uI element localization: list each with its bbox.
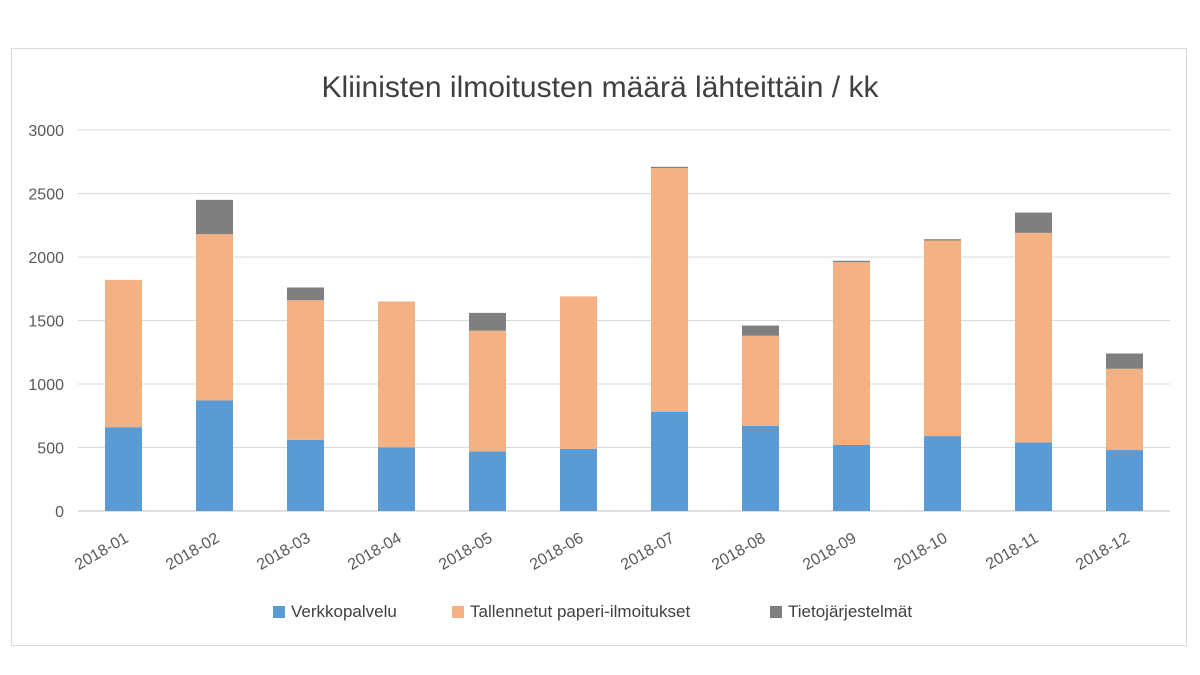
bar-2018-07-series-2 (651, 166, 688, 169)
x-axis-ticks: 2018-01 2018-02 2018-03 2018-04 2018-05 2018-… (72, 530, 1132, 574)
legend-label-1: Tallennetut paperi-ilmoitukset (470, 602, 690, 621)
bar-2018-02-series-2 (196, 199, 233, 235)
y-tick-label: 1500 (28, 314, 64, 331)
bar-2018-05-series-1 (469, 330, 506, 452)
bar-2018-09-series-2 (833, 260, 870, 263)
x-tick-label: 2018-04 (345, 530, 404, 574)
x-tick-label: 2018-08 (709, 530, 768, 574)
bar-2018-01-series-0 (105, 427, 142, 511)
y-tick-label: 2500 (28, 187, 64, 204)
chart-title: Kliinisten ilmoitusten määrä lähteittäin… (322, 71, 880, 104)
x-tick-label: 2018-07 (618, 530, 677, 574)
x-tick-label: 2018-01 (72, 530, 131, 574)
y-tick-label: 500 (37, 441, 64, 458)
bar-2018-12-series-1 (1106, 368, 1143, 451)
grid-lines (78, 129, 1170, 512)
bar-2018-08-series-1 (742, 335, 779, 426)
y-tick-label: 0 (55, 504, 64, 521)
bar-2018-11-series-0 (1015, 442, 1052, 511)
bar-2018-09-series-1 (833, 262, 870, 445)
bar-2018-12-series-2 (1106, 353, 1143, 369)
y-axis-ticks: 0 500 1000 1500 2000 2500 3000 (28, 123, 64, 521)
x-tick-label: 2018-09 (800, 530, 859, 574)
bar-2018-06-series-0 (560, 448, 597, 511)
x-tick-label: 2018-05 (436, 530, 495, 574)
bar-2018-04-series-1 (378, 301, 415, 448)
bar-2018-10-series-2 (924, 239, 961, 241)
x-tick-label: 2018-10 (891, 530, 950, 574)
bar-2018-06-series-1 (560, 296, 597, 449)
bar-2018-07-series-1 (651, 168, 688, 412)
x-tick-label: 2018-11 (983, 530, 1041, 574)
y-tick-label: 3000 (28, 123, 64, 140)
bar-2018-08-series-2 (742, 325, 779, 336)
bar-2018-04-series-0 (378, 447, 415, 511)
bar-2018-03-series-2 (287, 287, 324, 301)
bars (105, 166, 1143, 511)
y-tick-label: 1000 (28, 377, 64, 394)
legend-swatch-2 (770, 606, 782, 618)
bar-2018-08-series-0 (742, 425, 779, 511)
bar-2018-09-series-0 (833, 444, 870, 511)
legend-label-0: Verkkopalvelu (291, 602, 397, 621)
legend-swatch-1 (452, 606, 464, 618)
legend-swatch-0 (273, 606, 285, 618)
bar-2018-02-series-1 (196, 234, 233, 401)
bar-2018-10-series-1 (924, 240, 961, 437)
bar-2018-12-series-0 (1106, 450, 1143, 511)
bar-2018-07-series-0 (651, 411, 688, 511)
bar-2018-05-series-2 (469, 312, 506, 331)
x-tick-label: 2018-06 (527, 530, 586, 574)
bar-2018-11-series-2 (1015, 212, 1052, 233)
bar-2018-03-series-1 (287, 300, 324, 440)
bar-2018-10-series-0 (924, 436, 961, 511)
bar-2018-05-series-0 (469, 451, 506, 511)
bar-2018-11-series-1 (1015, 232, 1052, 443)
legend: Verkkopalvelu Tallennetut paperi-ilmoituk… (273, 602, 912, 621)
y-tick-label: 2000 (28, 250, 64, 267)
bar-2018-02-series-0 (196, 400, 233, 511)
legend-label-2: Tietojärjestelmät (788, 602, 912, 621)
bar-2018-01-series-1 (105, 279, 142, 428)
bar-2018-03-series-0 (287, 439, 324, 511)
x-tick-label: 2018-12 (1073, 530, 1132, 574)
x-tick-label: 2018-02 (163, 530, 222, 574)
x-tick-label: 2018-03 (254, 530, 313, 574)
